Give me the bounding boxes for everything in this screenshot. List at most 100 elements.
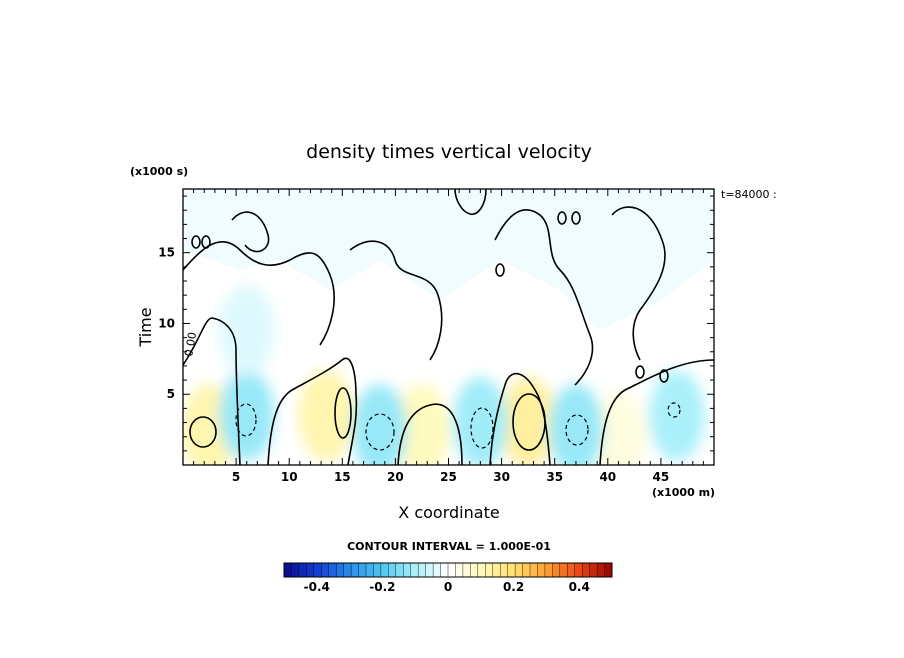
colorbar-segment xyxy=(447,562,456,578)
contour-negative-4 xyxy=(565,414,589,446)
colorbar-segment xyxy=(514,562,524,578)
colorbar-segment xyxy=(313,562,322,578)
colorbar-segment xyxy=(552,562,561,578)
colorbar-segment xyxy=(589,562,598,578)
x-tick-label: 25 xyxy=(440,470,457,484)
colorbar-tick-label: 0.4 xyxy=(569,580,590,594)
colorbar-segment xyxy=(574,562,583,578)
contour-negative-5 xyxy=(667,402,681,418)
contour-lines xyxy=(183,189,714,465)
colorbar-segment xyxy=(499,562,509,578)
colorbar-tick-label: -0.2 xyxy=(369,580,395,594)
contour-negative-2 xyxy=(365,413,395,451)
contour-small-4 xyxy=(557,211,567,225)
x-tick-label: 5 xyxy=(232,470,240,484)
colorbar-segment xyxy=(425,562,434,578)
colorbar-segment xyxy=(373,562,382,578)
x-tick-label: 40 xyxy=(599,470,616,484)
contour-zero-6 xyxy=(183,240,335,346)
colorbar-segment xyxy=(410,562,419,578)
colorbar-segment xyxy=(567,562,576,578)
negative-cell-7 xyxy=(452,377,508,465)
chart-title: density times vertical velocity xyxy=(306,141,592,163)
contour-small-7 xyxy=(659,369,669,383)
contour-zero-8 xyxy=(494,209,594,386)
colorbar-segment xyxy=(470,562,479,578)
colorbar-segment xyxy=(477,562,486,578)
x-tick-label: 15 xyxy=(334,470,351,484)
colorbar-segment xyxy=(291,562,300,578)
contour-zero-3 xyxy=(397,403,463,465)
positive-cell-1 xyxy=(298,370,354,461)
colorbar-ticks: -0.4 -0.2 0 0.2 0.4 xyxy=(304,580,590,594)
contour-zero-10 xyxy=(454,189,487,215)
y-tick-label: 5 xyxy=(167,387,175,401)
negative-cell-6 xyxy=(351,384,408,465)
negative-cell-10 xyxy=(219,285,275,376)
colorbar-segment xyxy=(529,562,538,578)
contour-zero-11 xyxy=(231,211,270,253)
contour-zero-2 xyxy=(267,357,358,465)
colorbar-segment xyxy=(380,562,389,578)
x-tick-label: 45 xyxy=(653,470,670,484)
x-tick-label: 10 xyxy=(281,470,298,484)
time-stamp-label: t=84000 : xyxy=(721,188,777,201)
positive-cell-3 xyxy=(500,377,556,465)
contour-small-5 xyxy=(571,211,581,225)
y-unit-label: (x1000 s) xyxy=(130,165,188,178)
colorbar-segment xyxy=(403,562,412,578)
colorbar-tick-label: -0.4 xyxy=(304,580,330,594)
colorbar-segment xyxy=(559,562,568,578)
colorbar-segment xyxy=(358,562,367,578)
colorbar-segment xyxy=(306,562,315,578)
x-tick-label: 35 xyxy=(546,470,563,484)
colorbar-segment xyxy=(321,562,330,578)
contour-positive-1 xyxy=(189,416,217,448)
colorbar-segment xyxy=(544,562,553,578)
contour-zero-7 xyxy=(349,240,443,361)
colorbar-segment xyxy=(298,562,307,578)
colorbar-segment xyxy=(455,562,464,578)
negative-cell-5 xyxy=(219,370,275,461)
colorbar-segment xyxy=(328,562,337,578)
colorbar-segment xyxy=(417,562,427,578)
colorbar-segment xyxy=(388,562,397,578)
contour-small-1 xyxy=(191,235,201,249)
y-tick-label: 10 xyxy=(158,316,175,330)
colorbar-segment xyxy=(462,562,471,578)
background-field xyxy=(183,189,714,330)
y-axis-title: Time xyxy=(136,307,155,347)
negative-cell-8 xyxy=(548,384,604,465)
contour-zero-5 xyxy=(599,359,714,465)
contour-interval-label: CONTOUR INTERVAL = 1.000E-01 xyxy=(347,540,551,553)
y-axis: 5 10 15 xyxy=(158,195,714,452)
colorbar-segment xyxy=(350,562,360,578)
contour-negative-3 xyxy=(470,407,494,449)
contour-small-3 xyxy=(495,263,505,277)
colorbar-tick-label: 0.2 xyxy=(503,580,524,594)
colorbar-segment xyxy=(604,562,613,578)
contour-negative-lines xyxy=(235,402,681,451)
x-tick-label: 20 xyxy=(387,470,404,484)
contour-small-2 xyxy=(201,235,211,249)
colorbar-segment xyxy=(343,562,352,578)
colorbar-segment xyxy=(440,562,449,578)
contour-small-6 xyxy=(635,365,645,379)
color-field xyxy=(183,285,705,465)
colorbar-frame xyxy=(283,562,613,578)
x-axis-title: X coordinate xyxy=(398,503,499,522)
colorbar-tick-label: 0 xyxy=(444,580,452,594)
colorbar-segment xyxy=(432,562,442,578)
x-axis: 5 10 15 20 25 30 35 40 45 xyxy=(193,189,704,484)
colorbar-segment xyxy=(283,562,292,578)
colorbar-segment xyxy=(485,562,494,578)
contour-zero-1 xyxy=(183,317,241,465)
x-tick-label: 30 xyxy=(493,470,510,484)
x-unit-label: (x1000 m) xyxy=(652,486,715,499)
colorbar-segment xyxy=(537,562,546,578)
colorbar-segment xyxy=(492,562,501,578)
contour-positive-2 xyxy=(334,387,352,439)
colorbar-segment xyxy=(365,562,374,578)
colorbar-segment xyxy=(596,562,606,578)
